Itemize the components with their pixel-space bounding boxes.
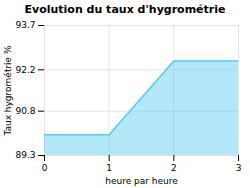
- svg-text:0: 0: [42, 163, 48, 173]
- svg-text:89.3: 89.3: [15, 150, 35, 160]
- svg-text:1: 1: [106, 163, 112, 173]
- svg-text:90.8: 90.8: [15, 106, 35, 116]
- svg-text:heure par heure: heure par heure: [105, 176, 178, 186]
- svg-text:2: 2: [171, 163, 177, 173]
- html-text:Evolution du taux d'hygrométri: Evolution du taux d'hygrométrie: [24, 3, 226, 16]
- svg-text:Taux hygrométrie %: Taux hygrométrie %: [3, 45, 13, 137]
- svg-text:3: 3: [236, 163, 242, 173]
- svg-text:93.7: 93.7: [15, 20, 35, 30]
- svg-text:92.2: 92.2: [15, 65, 35, 75]
